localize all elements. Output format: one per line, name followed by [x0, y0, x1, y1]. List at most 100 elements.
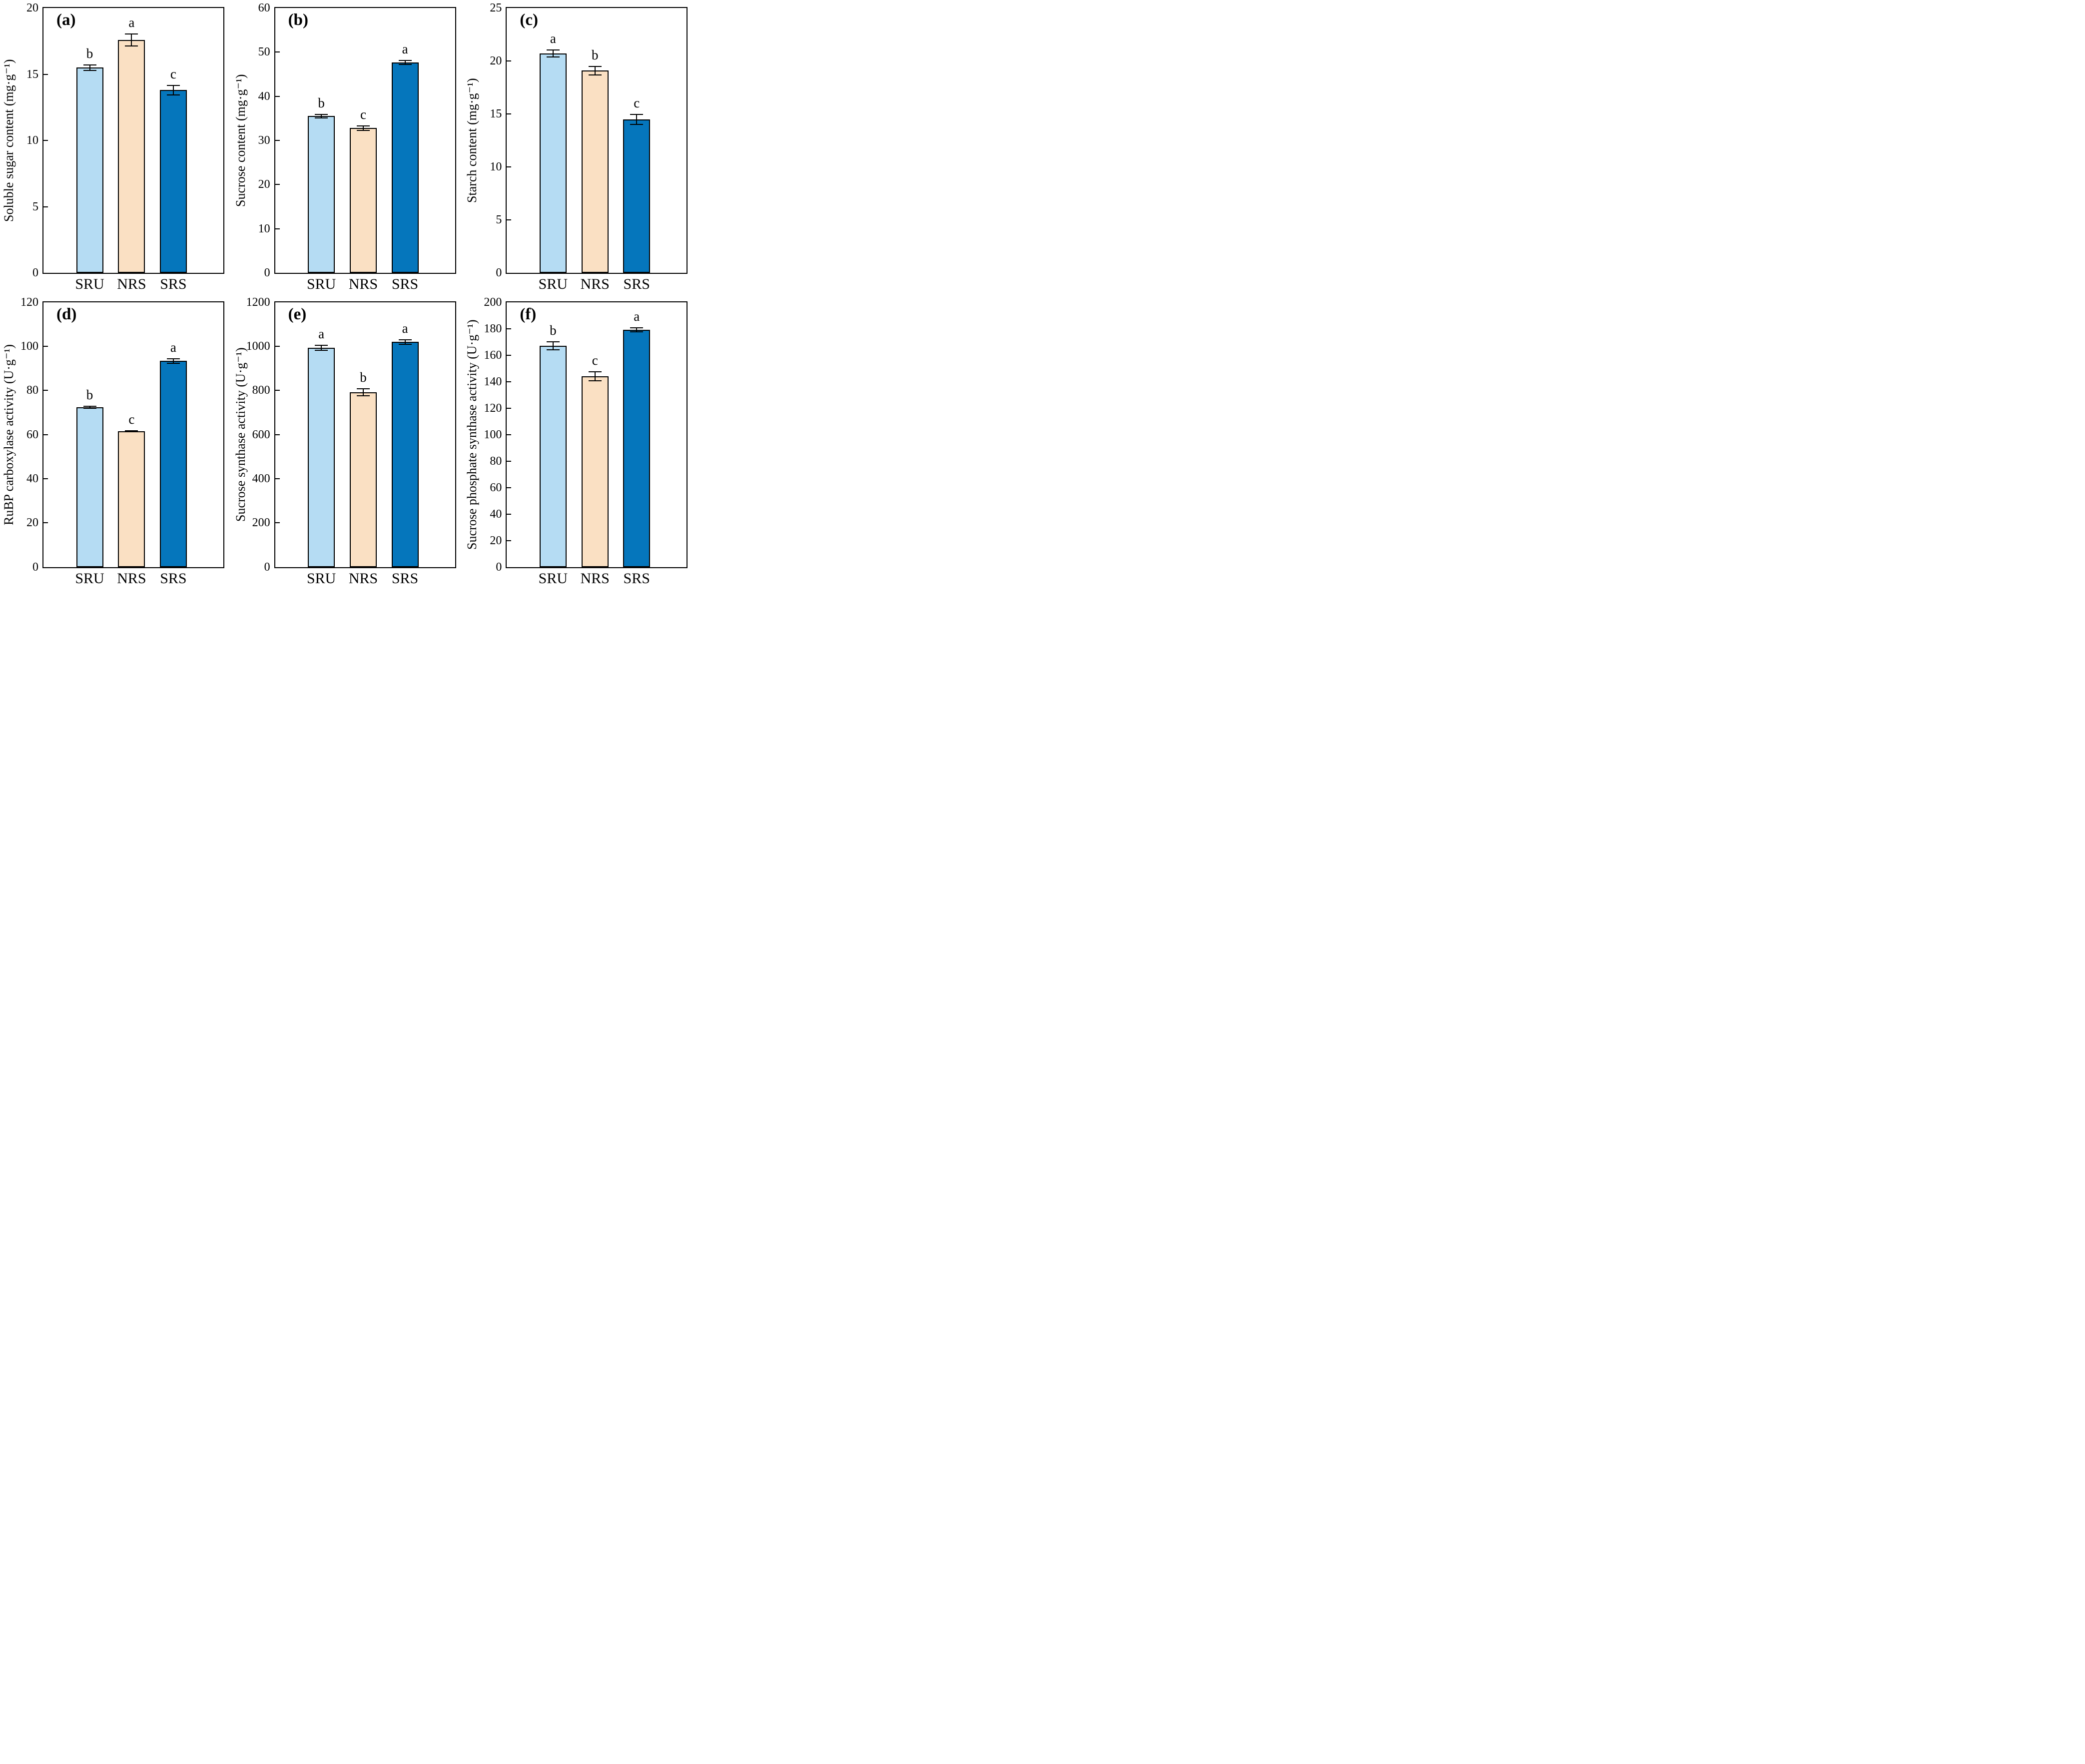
- error-bar-cap-bottom: [125, 45, 138, 46]
- bar-sru: [539, 53, 567, 273]
- error-bar-cap-bottom: [83, 408, 96, 409]
- y-tick-label: 60: [258, 1, 270, 14]
- y-tick-label: 40: [490, 507, 502, 521]
- plot-area: (c) a b c: [506, 7, 688, 274]
- error-bar-cap-bottom: [83, 69, 96, 71]
- error-bar-cap-top: [83, 405, 96, 407]
- x-category-label: SRS: [623, 570, 650, 587]
- error-bar-line: [363, 125, 364, 130]
- x-category-label: SRS: [623, 276, 650, 292]
- y-tick-label: 80: [26, 384, 38, 397]
- y-tick-label: 30: [258, 134, 270, 147]
- panel-letter: (c): [520, 11, 538, 29]
- significance-letter: c: [360, 106, 367, 122]
- y-tick-label: 140: [484, 375, 502, 388]
- error-bar-line: [404, 60, 406, 64]
- y-tick: [507, 434, 512, 435]
- error-bar-cap-bottom: [630, 123, 644, 125]
- error-bar-line: [172, 85, 174, 95]
- y-tick-label: 40: [26, 472, 38, 485]
- y-tick-label: 0: [32, 266, 38, 279]
- y-tick: [507, 60, 512, 61]
- error-bar-line: [131, 33, 132, 46]
- y-tick-label: 10: [26, 134, 38, 147]
- bar-srs: [159, 361, 187, 567]
- y-tick-label: 800: [252, 384, 270, 397]
- y-tick-label: 5: [496, 213, 502, 226]
- bar-srs: [623, 330, 651, 567]
- y-tick-label: 120: [20, 295, 38, 309]
- bar-sru: [539, 345, 567, 567]
- y-tick-label: 60: [490, 481, 502, 494]
- x-category-label: SRU: [538, 276, 568, 292]
- y-tick: [43, 73, 48, 75]
- y-tick: [507, 328, 512, 329]
- y-tick-label: 10: [490, 160, 502, 173]
- y-tick-label: 20: [490, 534, 502, 547]
- y-tick-label: 20: [26, 516, 38, 530]
- y-tick: [43, 206, 48, 207]
- y-tick-label: 20: [26, 1, 38, 14]
- error-bar-line: [594, 66, 596, 75]
- bar-nrs: [118, 431, 145, 567]
- bar-srs: [159, 90, 187, 273]
- error-bar-cap-top: [315, 344, 328, 346]
- plot-area: (f) b c a: [506, 301, 688, 568]
- error-bar-cap-top: [166, 358, 180, 359]
- y-tick: [275, 390, 280, 391]
- error-bar-line: [552, 342, 554, 350]
- y-tick-label: 0: [264, 560, 270, 574]
- y-tick-label: 15: [26, 67, 38, 81]
- y-tick-label: 50: [258, 45, 270, 59]
- significance-letter: a: [402, 320, 408, 336]
- y-tick-label: 100: [20, 339, 38, 353]
- y-tick: [275, 434, 280, 435]
- y-tick: [275, 51, 280, 53]
- error-bar-cap-bottom: [315, 117, 328, 118]
- y-tick-label: 0: [496, 560, 502, 574]
- significance-letter: b: [550, 323, 557, 338]
- error-bar-cap-bottom: [398, 344, 412, 345]
- y-tick-label: 600: [252, 428, 270, 441]
- error-bar-line: [172, 359, 174, 363]
- y-tick-label: 1200: [246, 295, 270, 309]
- y-tick-label: 0: [32, 560, 38, 574]
- error-bar-cap-top: [546, 341, 560, 342]
- y-tick: [43, 390, 48, 391]
- y-tick: [275, 140, 280, 141]
- x-category-label: NRS: [580, 276, 610, 292]
- panel-letter: (d): [56, 305, 77, 323]
- y-tick-label: 0: [264, 266, 270, 279]
- y-tick-label: 200: [484, 295, 502, 309]
- y-tick: [507, 113, 512, 114]
- bar-nrs: [581, 70, 609, 273]
- y-tick: [43, 478, 48, 479]
- error-bar-line: [363, 389, 364, 396]
- error-bar-line: [321, 345, 322, 351]
- significance-letter: a: [550, 31, 556, 46]
- chart-panel: Starch content (mg·g⁻¹) (c) a b c 0 5 10 15 20…: [463, 0, 695, 294]
- error-bar-cap-top: [166, 85, 180, 86]
- y-tick-label: 20: [490, 54, 502, 67]
- error-bar-cap-bottom: [546, 349, 560, 350]
- error-bar-line: [89, 64, 90, 70]
- plot-area: (b) b c a: [274, 7, 456, 274]
- error-bar-line: [636, 328, 638, 332]
- y-tick: [507, 487, 512, 488]
- y-tick-label: 1000: [246, 339, 270, 353]
- y-tick-label: 400: [252, 472, 270, 485]
- error-bar-cap-bottom: [398, 63, 412, 65]
- y-tick: [275, 522, 280, 524]
- significance-letter: b: [591, 47, 599, 62]
- significance-letter: c: [128, 411, 135, 427]
- y-tick-label: 10: [258, 222, 270, 235]
- significance-letter: c: [592, 352, 598, 368]
- significance-letter: a: [170, 340, 176, 355]
- y-tick: [507, 219, 512, 220]
- significance-letter: c: [170, 66, 176, 82]
- x-category-label: SRU: [306, 570, 336, 587]
